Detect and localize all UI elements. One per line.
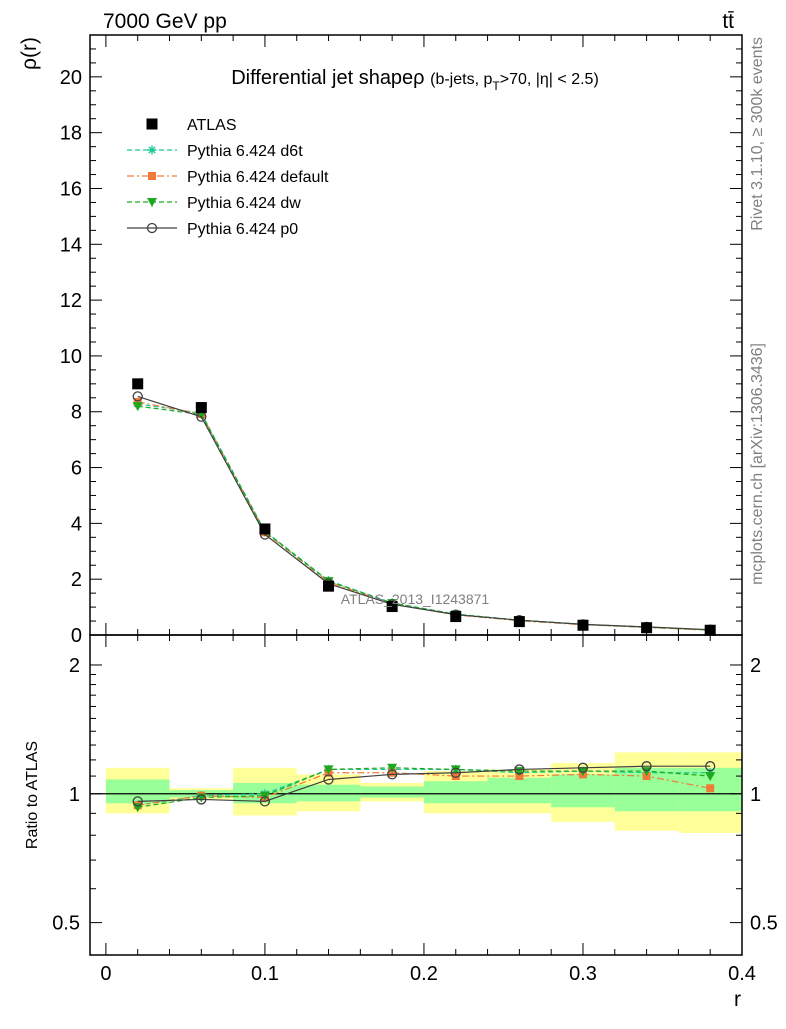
legend-marker: [147, 198, 157, 207]
ratio-y-tick-label-left: 1: [69, 784, 80, 806]
ratio-series-3-point: [387, 763, 398, 773]
y-tick-label: 16: [60, 178, 82, 200]
ratio-y-tick-label-right: 1: [750, 784, 761, 806]
uncertainty-band-inner: [551, 774, 615, 808]
main-axes: 0 2 4 6 8 10 12 14 16 18 20: [60, 34, 743, 647]
y-tick-label: 20: [60, 67, 82, 89]
ratio-series-3-point: [641, 767, 652, 777]
ratio-series-4-line: [137, 765, 711, 802]
legend-marker: [146, 222, 158, 234]
ratio-series-3-point: [450, 765, 461, 775]
uncertainty-band-inner: [487, 777, 552, 804]
legend-marker: [148, 172, 156, 180]
title-sub-before: (b-jets, p: [430, 71, 492, 88]
y-tick-label: 2: [71, 569, 82, 591]
ratio-series-4-point: [514, 764, 525, 775]
mcplots-label: mcplots.cern.ch [arXiv:1306.3436]: [749, 343, 766, 585]
legend-marker: [146, 118, 158, 130]
ratio-series-3-line: [137, 767, 711, 808]
x-tick-label: 0.2: [410, 963, 438, 985]
ratio-series-2-point: [451, 772, 460, 781]
ratio-series-4-point: [705, 761, 716, 772]
legend: ATLAS Pythia 6.424 d6t Pythia 6.424 defaul…: [127, 117, 329, 238]
analysis-watermark: ATLAS_2013_I1243871: [341, 591, 490, 607]
ratio-series-3-point: [323, 765, 334, 775]
main-plot-area: [132, 378, 716, 636]
y-tick-label: 4: [71, 513, 82, 535]
ratio-series-3-point: [577, 767, 588, 777]
ratio-series-1-line: [137, 768, 711, 806]
main-series-3-point: [132, 402, 143, 412]
ratio-y-tick-label-right: 2: [750, 655, 761, 677]
main-series-4-point: [132, 391, 143, 402]
y-tick-label: 0: [71, 625, 82, 647]
y-tick-label: 10: [60, 346, 82, 368]
y-tick-label: 8: [71, 402, 82, 424]
ratio-series-2-point: [642, 772, 651, 781]
ratio-series-4-point: [386, 769, 398, 780]
atlas-data-point: [259, 523, 271, 535]
ratio-series-4-point: [196, 794, 207, 805]
legend-label: ATLAS: [187, 117, 237, 134]
atlas-data-point: [450, 611, 462, 623]
legend-label: Pythia 6.424 p0: [187, 221, 298, 238]
uncertainty-band-inner: [423, 781, 488, 804]
title-main: Differential jet shapeρ: [231, 67, 424, 89]
ratio-series-4-point: [577, 762, 589, 773]
process-label: tt̄: [722, 10, 734, 33]
atlas-data-point: [323, 580, 335, 592]
atlas-data-point: [195, 402, 207, 414]
ratio-series-4-point: [450, 767, 461, 778]
ratio-series-3-point: [705, 772, 716, 782]
ratio-y-tick-label-left: 0.5: [52, 913, 80, 935]
y-tick-label: 18: [60, 123, 82, 145]
atlas-data-point: [386, 601, 398, 613]
legend-symbol: [127, 222, 177, 234]
main-y-axis-label: ρ(r): [18, 37, 41, 70]
legend-symbol: [127, 145, 177, 155]
title-sub-subscript: T: [492, 79, 500, 93]
ratio-series-4-point: [132, 796, 143, 807]
ratio-series-4-point: [323, 774, 334, 785]
main-series-4-line: [137, 395, 711, 631]
energy-label: 7000 GeV pp: [103, 10, 227, 33]
x-tick-label: 0.3: [569, 963, 597, 985]
atlas-data-point: [641, 622, 653, 634]
legend-symbol: [127, 198, 177, 207]
uncertainty-band-inner: [105, 779, 170, 804]
x-axis-label: r: [734, 988, 741, 1011]
chart-title: Differential jet shapeρ (b-jets, pT>70, …: [231, 67, 599, 93]
ratio-plot-frame: [89, 634, 743, 956]
y-tick-label: 12: [60, 290, 82, 312]
ratio-series-4-point: [259, 796, 271, 807]
ratio-series-4-point: [641, 761, 652, 772]
title-sub-after: >70, |η| < 2.5): [500, 71, 599, 88]
ratio-series-2-point: [515, 772, 524, 781]
ratio-series-2-point: [706, 784, 715, 793]
legend-label: Pythia 6.424 d6t: [187, 143, 303, 160]
legend-symbol: [146, 118, 158, 130]
y-tick-label: 6: [71, 458, 82, 480]
y-tick-label: 14: [60, 234, 82, 256]
x-tick-label: 0: [100, 963, 111, 985]
rivet-label: Rivet 3.1.10, ≥ 300k events: [749, 37, 766, 231]
atlas-data-point: [132, 378, 144, 390]
main-series-2-point: [133, 397, 142, 406]
ratio-series-3-point: [259, 791, 270, 801]
legend-symbol: [127, 172, 177, 180]
uncertainty-band-inner: [360, 786, 424, 798]
x-tick-label: 0.1: [251, 963, 279, 985]
legend-marker: [147, 145, 157, 155]
ratio-y-axis-label: Ratio to ATLAS: [24, 741, 41, 849]
legend-label: Pythia 6.424 dw: [187, 195, 301, 212]
ratio-y-tick-label-left: 2: [69, 655, 80, 677]
ratio-plot-area: [90, 752, 742, 833]
uncertainty-band-inner: [296, 784, 361, 802]
atlas-data-point: [513, 616, 525, 628]
ratio-axes: 0.5 0.5 1 1 2 2 0 0.1 0.2 0.3 0.4: [52, 635, 778, 985]
legend-label: Pythia 6.424 default: [187, 169, 329, 186]
x-tick-label: 0.4: [728, 963, 756, 985]
ratio-y-tick-label-right: 0.5: [750, 913, 778, 935]
